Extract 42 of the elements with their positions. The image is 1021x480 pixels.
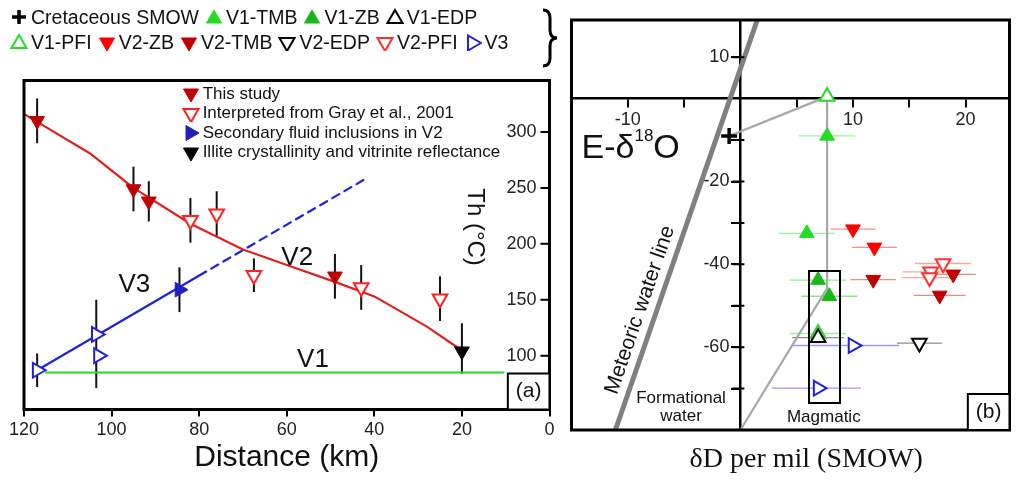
x-axis-title: Distance (km) [194,439,380,473]
y-tick-label: 300 [506,120,537,141]
x-tick-label: 120 [8,419,40,440]
y-tick-label: 200 [506,232,537,253]
legend-label: Cretaceous SMOW [31,6,199,29]
x-tick-label: 40 [364,419,385,440]
legend-label: V1-TMB [225,6,298,29]
annotation: V3 [118,267,151,298]
x-tick-label: 10 [842,109,864,130]
x-tick-label: 20 [451,419,472,440]
y-tick-label: 100 [506,344,537,365]
x-tick-label: 0 [544,419,555,440]
legend-label: This study [202,83,281,104]
x-tick-label: 20 [955,109,976,130]
y-tick-label: -60 [703,336,730,357]
legend-label: V2-TMB [200,30,273,54]
y-tick-label: 10 [709,46,730,67]
legend-label: V1-ZB [324,6,380,29]
y-tick-label: -40 [703,253,730,274]
annotation: Magmatic [786,407,862,427]
legend-label: V1-PFI [31,30,92,54]
annotation: (a) [515,378,542,402]
y-axis-title: Th (°C) [462,188,490,266]
legend-label: Interpreted from Gray et al., 2001 [202,103,454,123]
y-tick-label: 150 [506,288,537,309]
annotation: V1 [297,343,329,374]
y-tick-label: 250 [506,176,537,197]
legend-label: Illite crystallinity and vitrinite reflectance [202,142,501,162]
x-tick-label: -10 [614,109,641,130]
legend-label: V2-ZB [118,30,174,54]
y-tick-label: -20 [703,170,730,191]
legend-label: V3 [484,30,509,54]
x-tick-label: 100 [96,419,127,440]
x-tick-label: 80 [189,419,210,440]
legend-label: V2-EDP [299,30,370,54]
legend-label: V1-EDP [406,6,478,29]
x-tick-label: 60 [276,419,297,440]
legend-label: V2-PFI [396,30,458,54]
legend-label: Secondary fluid inclusions in V2 [202,122,443,143]
x-axis-title: δD per mil (SMOW) [689,442,923,474]
annotation: (b) [975,398,1002,422]
annotation: V2 [281,241,314,272]
